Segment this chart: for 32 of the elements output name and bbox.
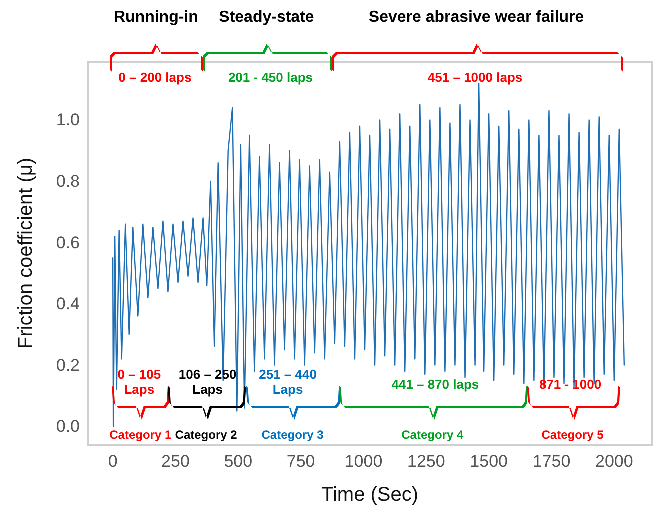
annotation: 451 – 1000 laps bbox=[428, 70, 523, 85]
annotation: 251 – 440 Laps bbox=[259, 367, 317, 397]
y-tick-label: 0.2 bbox=[56, 356, 80, 375]
annotation: Category 3 bbox=[262, 428, 324, 442]
annotation: 0 – 105 Laps bbox=[118, 367, 162, 397]
y-tick-label: 0.4 bbox=[56, 294, 80, 314]
y-axis-title: Friction coefficient (μ) bbox=[15, 158, 37, 350]
text: Severe abrasive wear failure bbox=[368, 9, 584, 26]
annotation: 871 - 1000 bbox=[539, 377, 602, 392]
annotation: 201 - 450 laps bbox=[228, 70, 314, 85]
text: Running-in bbox=[114, 9, 198, 26]
annotation: 441 – 870 laps bbox=[392, 377, 480, 392]
x-tick-label: 2000 bbox=[595, 452, 634, 471]
text: Steady-state bbox=[219, 9, 314, 26]
x-tick-label: 250 bbox=[162, 452, 190, 471]
annotation: Category 2 bbox=[175, 428, 238, 442]
y-tick-label: 0.6 bbox=[56, 233, 80, 252]
x-tick-label: 750 bbox=[286, 452, 316, 471]
x-tick-label: 500 bbox=[224, 452, 253, 471]
annotation: Category 1 bbox=[110, 428, 172, 442]
annotation: 0 – 200 laps bbox=[118, 70, 192, 85]
x-tick-label: 1750 bbox=[532, 452, 571, 471]
x-tick-label: 0 bbox=[108, 452, 118, 471]
y-tick-label: 1.0 bbox=[56, 110, 80, 130]
y-tick-label: 0.8 bbox=[56, 172, 80, 191]
x-tick-label: 1500 bbox=[470, 452, 508, 471]
x-axis-title: Time (Sec) bbox=[321, 484, 419, 506]
x-tick-label: 1250 bbox=[407, 452, 446, 471]
annotation: Category 4 bbox=[402, 428, 464, 442]
x-tick-label: 1000 bbox=[344, 452, 383, 471]
y-tick-label: 0.0 bbox=[56, 417, 80, 436]
annotation: Category 5 bbox=[542, 428, 604, 442]
